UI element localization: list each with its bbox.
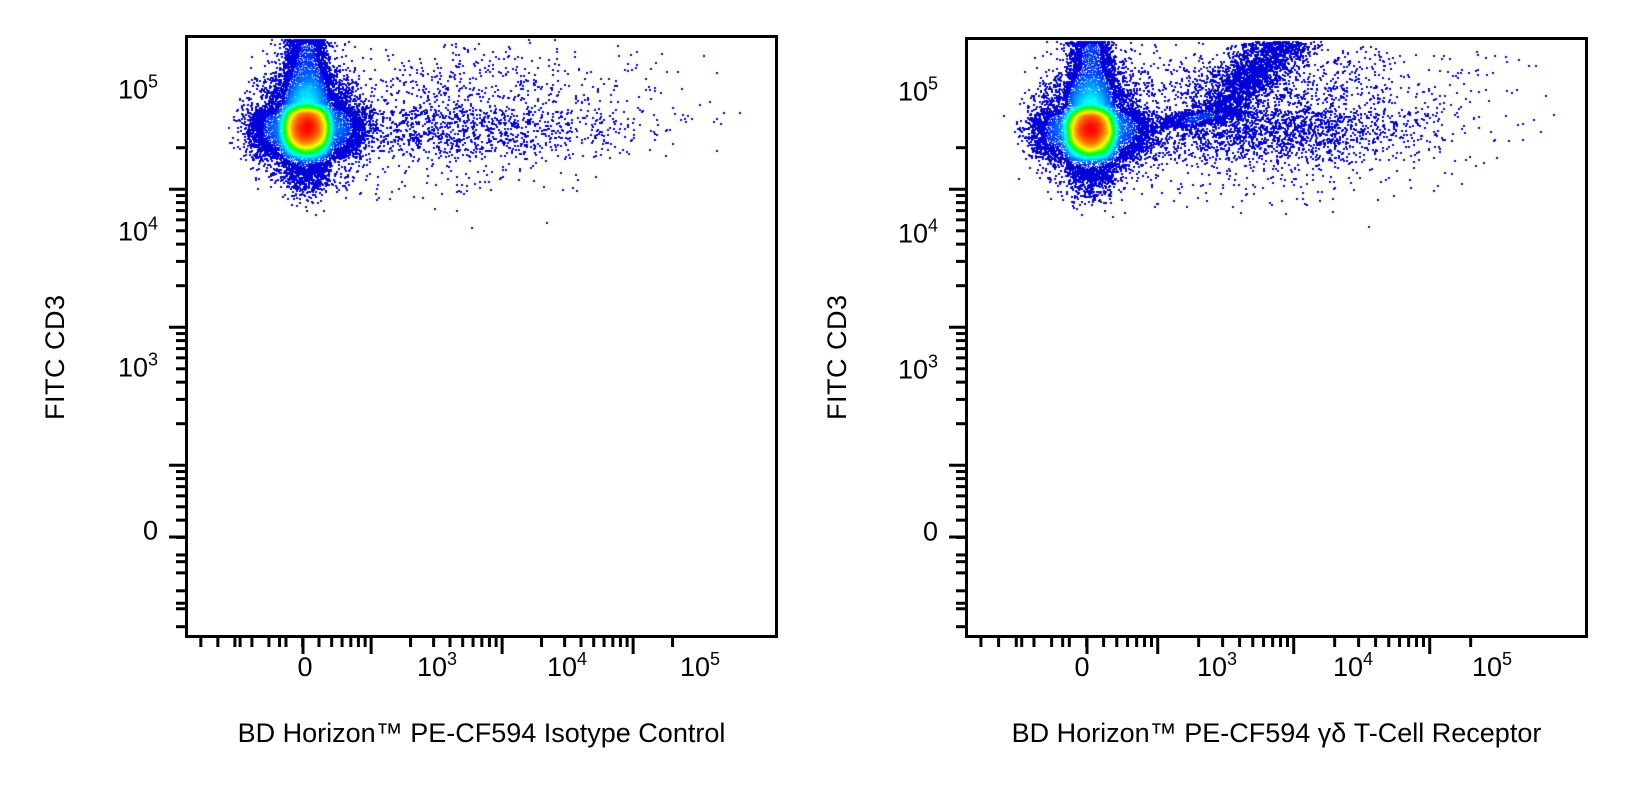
y-tick-label-0-right: 0 (922, 516, 938, 547)
x-tick-label-0-left: 0 (297, 652, 313, 682)
x-tick-label-1e4-right: 104 (1332, 649, 1374, 682)
panel-gd-tcr: FITC CD3 105 104 103 0 0 103 104 105 BD … (790, 0, 1652, 788)
density-scatter-canvas-left (188, 38, 775, 635)
x-tick-label-1e4-left: 104 (546, 649, 588, 682)
x-axis-title-right: BD Horizon™ PE-CF594 γδ T-Cell Receptor (1011, 718, 1542, 748)
y-tick-label-1e5-right: 105 (897, 73, 938, 107)
y-tick-label-1e3-right: 103 (897, 351, 938, 385)
scatter-plot-isotype[interactable] (185, 35, 778, 638)
y-tick-label-0-left: 0 (142, 515, 158, 546)
y-tick-label-1e3-left: 103 (117, 349, 158, 383)
x-tick-label-1e5-right: 105 (1471, 649, 1513, 682)
x-tick-label-1e3-left: 103 (416, 649, 458, 682)
y-tick-label-1e4-left: 104 (117, 213, 158, 247)
density-scatter-canvas-right (968, 40, 1585, 635)
x-tick-label-1e5-left: 105 (679, 649, 721, 682)
x-tick-label-0-right: 0 (1074, 652, 1090, 682)
scatter-plot-gdtcr[interactable] (965, 37, 1588, 638)
panel-isotype-control: FITC CD3 105 104 103 0 0 103 104 105 BD … (40, 35, 778, 748)
x-axis-title-left: BD Horizon™ PE-CF594 Isotype Control (237, 718, 726, 748)
y-tick-label-1e4-right: 104 (897, 215, 938, 249)
x-tick-label-1e3-right: 103 (1196, 649, 1238, 682)
y-tick-label-1e5-left: 105 (117, 71, 158, 105)
